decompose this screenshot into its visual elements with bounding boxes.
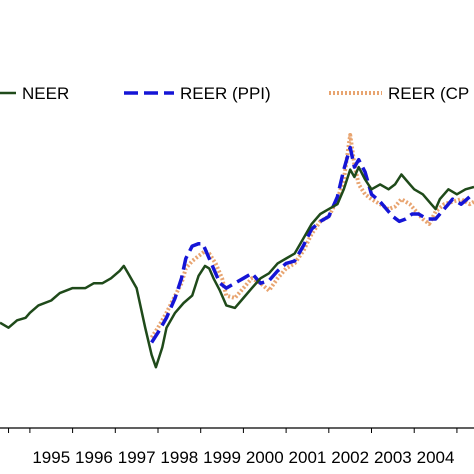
x-tick-label: 1997 <box>118 448 156 467</box>
legend-label-neer: NEER <box>22 84 69 103</box>
x-tick-label: 1999 <box>203 448 241 467</box>
legend-label-reer-ppi: REER (PPI) <box>180 84 271 103</box>
series-line-reer-ppi <box>150 145 474 344</box>
x-tick-label: 2003 <box>374 448 412 467</box>
x-tick-label: 1998 <box>160 448 198 467</box>
x-axis: 1995 1996 1997 1998 1999 2000 2001 2002 2003 2004… <box>0 427 474 467</box>
x-tick-label: 2004 <box>417 448 455 467</box>
x-axis-ticks: 1995 1996 1997 1998 1999 2000 2001 2002 2003 2004… <box>8 428 474 467</box>
x-tick-label: 2002 <box>331 448 369 467</box>
x-tick-label: 2001 <box>289 448 327 467</box>
legend: NEER REER (PPI) REER (CP <box>0 84 469 103</box>
series-line-neer <box>0 165 474 369</box>
series-group <box>0 133 474 369</box>
x-tick-label: 1996 <box>75 448 113 467</box>
legend-label-reer-cpi: REER (CP <box>388 84 469 103</box>
x-tick-label: 1995 <box>32 448 70 467</box>
x-tick-label: 2000 <box>246 448 284 467</box>
